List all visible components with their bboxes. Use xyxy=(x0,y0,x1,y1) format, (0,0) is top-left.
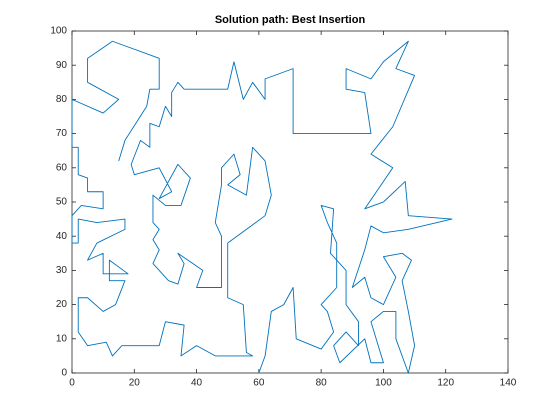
x-tick-label: 60 xyxy=(253,378,265,389)
y-tick-label: 40 xyxy=(56,231,68,242)
x-tick-label: 120 xyxy=(437,378,454,389)
y-tick-label: 20 xyxy=(56,299,68,310)
x-tick-label: 0 xyxy=(69,378,75,389)
chart-title: Solution path: Best Insertion xyxy=(215,14,366,26)
plot-area xyxy=(71,30,509,374)
y-tick-label: 30 xyxy=(56,265,68,276)
x-tick-label: 100 xyxy=(375,378,392,389)
y-tick-label: 10 xyxy=(56,333,68,344)
x-tick-label: 20 xyxy=(129,378,141,389)
y-tick-label: 70 xyxy=(56,128,68,139)
x-tick-label: 40 xyxy=(191,378,203,389)
y-tick-label: 100 xyxy=(50,26,67,37)
y-tick-label: 60 xyxy=(56,162,68,173)
y-tick-label: 80 xyxy=(56,94,68,105)
solution-path xyxy=(71,40,453,374)
y-tick-label: 0 xyxy=(61,368,67,379)
x-tick-label: 80 xyxy=(316,378,328,389)
x-tick-label: 140 xyxy=(500,378,517,389)
y-tick-label: 90 xyxy=(56,60,68,71)
y-tick-label: 50 xyxy=(56,197,68,208)
